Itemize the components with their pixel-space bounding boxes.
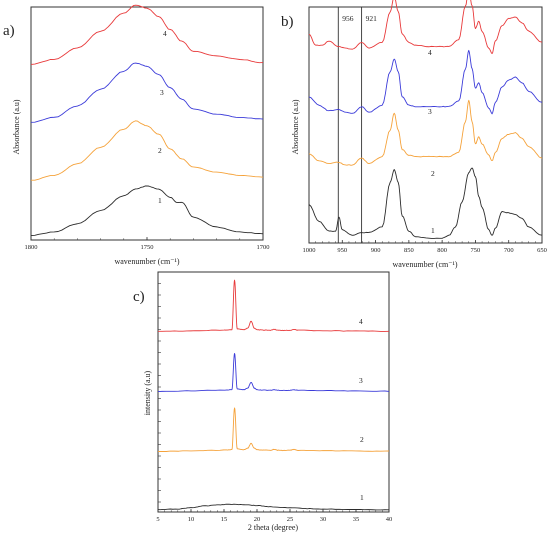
panel-a-plot-area (30, 6, 264, 241)
panel-c-label: c) (133, 289, 145, 305)
c-x-tick-label: 5 (156, 516, 159, 523)
b-x-tick-label: 650 (537, 247, 547, 254)
c-x-tick-label: 15 (221, 516, 228, 523)
panel-b-ylabel: Absorbance (a.u) (291, 99, 300, 154)
c-curve-4 (157, 279, 390, 332)
panel-b-x-tick-labels: 1000 950 900 850 800 750 700 650 (303, 247, 547, 254)
b-x-tick-label: 950 (337, 247, 347, 254)
a-x-tick-label: 1700 (257, 244, 270, 251)
panel-c-xlabel: 2 theta (degree) (248, 523, 299, 532)
a-curve-3 (30, 62, 264, 123)
a-curve-label-4: 4 (163, 29, 167, 38)
b-x-tick-label: 900 (371, 247, 381, 254)
panel-c-curves (157, 279, 390, 511)
c-curve-label-2: 2 (360, 435, 364, 444)
c-curve-2 (157, 407, 390, 452)
panel-a: a) Absorbance (a.u) 1800 1750 1700 1 2 3 4 wa… (3, 4, 270, 266)
panel-c-y-ticks (158, 283, 161, 503)
c-curve-label-3: 3 (359, 376, 363, 385)
b-marker-label-921: 921 (366, 14, 378, 23)
panel-c-plot-area (157, 271, 390, 513)
c-x-tick-label: 20 (254, 516, 261, 523)
panel-a-curves (30, 4, 264, 236)
a-curve-1 (30, 185, 264, 236)
panel-a-xlabel: wavenumber (cm⁻¹) (114, 257, 179, 266)
a-curve-label-3: 3 (160, 88, 164, 97)
a-curve-label-2: 2 (158, 146, 162, 155)
panel-b-curve-labels: 1 2 3 4 (428, 48, 435, 235)
panel-a-x-tick-labels: 1800 1750 1700 (25, 244, 270, 251)
b-x-tick-label: 700 (504, 247, 514, 254)
b-curve-1 (308, 167, 543, 239)
panel-b-label: b) (281, 14, 294, 30)
b-curve-4 (308, 0, 543, 55)
b-curve-label-1: 1 (431, 226, 435, 235)
b-curve-2 (308, 99, 543, 166)
c-curve-label-4: 4 (359, 317, 363, 326)
panel-c: c) intensity (a.u) 5 10 15 20 25 30 35 40 1234 … (133, 271, 392, 532)
b-x-tick-label: 1000 (303, 247, 316, 254)
a-curve-4 (30, 4, 264, 65)
b-x-tick-label: 750 (471, 247, 481, 254)
panel-c-x-ticks (157, 509, 390, 512)
b-x-tick-label: 850 (404, 247, 414, 254)
panel-c-x-tick-labels: 5 10 15 20 25 30 35 40 (156, 516, 392, 523)
panel-a-label: a) (3, 23, 15, 39)
panel-c-ylabel: intensity (a.u) (143, 370, 152, 415)
c-x-tick-label: 30 (320, 516, 327, 523)
panel-b-plot-area (308, 6, 543, 244)
b-curve-label-2: 2 (431, 169, 435, 178)
a-x-tick-label: 1750 (141, 244, 154, 251)
a-x-tick-label: 1800 (25, 244, 38, 251)
panel-a-curve-labels: 1 2 3 4 (158, 29, 167, 205)
panel-a-x-ticks (30, 237, 264, 240)
c-x-tick-label: 25 (287, 516, 294, 523)
panel-c-curve-labels: 1 2 3 4 (359, 317, 364, 502)
panel-a-ylabel: Absorbance (a.u) (12, 99, 21, 154)
c-x-tick-label: 40 (386, 516, 393, 523)
panel-b-curves (308, 0, 543, 239)
c-curve-1 (157, 503, 390, 511)
c-curve-3 (157, 352, 390, 393)
c-x-tick-label: 10 (188, 516, 195, 523)
a-curve-2 (30, 120, 264, 181)
panel-b: b) Absorbance (a.u) 956 921 1000 950 900 850… (281, 0, 547, 269)
panel-b-annotation-lines: 956 921 (337, 7, 378, 243)
c-x-tick-label: 35 (353, 516, 360, 523)
b-curve-3 (308, 49, 543, 115)
a-curve-label-1: 1 (158, 196, 162, 205)
panel-b-x-ticks (308, 240, 543, 243)
b-x-tick-label: 800 (437, 247, 447, 254)
b-marker-label-956: 956 (342, 14, 354, 23)
b-curve-label-3: 3 (428, 107, 432, 116)
c-curve-label-1: 1 (360, 493, 364, 502)
panel-b-xlabel: wavenumber (cm⁻¹) (392, 260, 457, 269)
b-curve-label-4: 4 (428, 48, 432, 57)
